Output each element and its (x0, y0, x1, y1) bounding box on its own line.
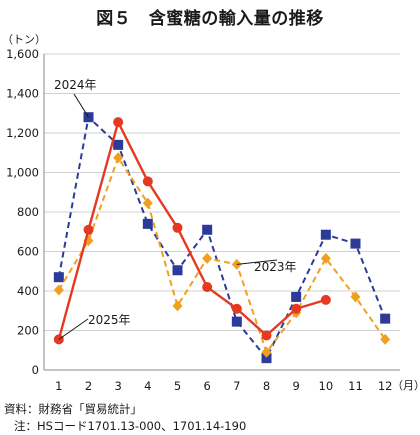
series-line-2024 (57, 115, 387, 361)
data-point-circle (261, 330, 272, 341)
annotation-label-2023: 2023年 (254, 260, 297, 274)
data-point-diamond (113, 152, 124, 164)
x-tick-label: 9 (293, 379, 300, 393)
data-point-square (53, 272, 64, 283)
y-axis-tick-labels: 0 200 400 600 800 1,000 1,200 1,400 1,600 (6, 47, 39, 377)
data-point-square (320, 229, 331, 240)
y-tick-label: 200 (17, 324, 39, 338)
x-tick-label: 11 (348, 379, 363, 393)
annotation-leader-line (236, 259, 278, 265)
annotation-label-2025: 2025年 (88, 313, 131, 327)
data-point-diamond (261, 346, 272, 358)
x-tick-label: 3 (115, 379, 122, 393)
data-point-diamond (53, 284, 64, 296)
y-tick-label: 800 (17, 205, 39, 219)
data-point-diamond (202, 252, 213, 264)
data-point-circle (291, 303, 302, 314)
x-tick-label: 6 (204, 379, 211, 393)
hs-code-note: 注：HSコード1701.13-000、1701.14-190 (14, 419, 247, 433)
data-point-circle (113, 117, 124, 128)
x-tick-label: 5 (174, 379, 181, 393)
data-point-square (202, 224, 213, 235)
series-line-2023 (57, 155, 386, 355)
x-axis-tick-labels: 1 2 3 4 5 6 7 8 9 10 11 12 (55, 379, 392, 393)
data-point-square (231, 316, 242, 327)
data-point-circle (231, 303, 242, 314)
source-note: 資料：財務省「貿易統計」 (4, 402, 142, 416)
annotation-leader-line (73, 93, 89, 118)
y-tick-label: 1,200 (6, 126, 39, 140)
data-point-square (291, 291, 302, 302)
data-point-diamond (172, 300, 183, 312)
y-axis-unit-label: （トン） (2, 33, 46, 46)
series-line-2025 (57, 118, 327, 340)
x-tick-label: 4 (144, 379, 151, 393)
data-point-square (261, 353, 272, 364)
x-axis-unit-label: （月） (392, 379, 420, 392)
chart-title: 図５ 含蜜糖の輸入量の推移 (96, 9, 324, 29)
data-point-square (350, 238, 361, 249)
x-tick-label: 2 (85, 379, 92, 393)
annotation-label-2024: 2024年 (54, 78, 97, 92)
data-point-square (113, 139, 124, 150)
x-tick-label: 10 (319, 379, 334, 393)
annotation-leader-line (58, 318, 89, 340)
annotations: 2024年 2023年 2025年 (54, 78, 297, 340)
data-point-diamond (380, 333, 391, 345)
y-tick-label: 600 (17, 245, 39, 259)
data-point-circle (83, 224, 94, 235)
x-tick-label: 8 (263, 379, 270, 393)
data-point-circle (202, 282, 213, 293)
axes (43, 54, 400, 371)
data-point-square (380, 313, 391, 324)
y-tick-label: 1,400 (6, 87, 39, 101)
y-tick-label: 400 (17, 284, 39, 298)
data-point-square (142, 218, 153, 229)
data-point-circle (320, 294, 331, 305)
x-tick-label: 12 (378, 379, 393, 393)
data-point-diamond (142, 197, 153, 209)
grid-lines (44, 53, 400, 331)
data-point-circle (172, 222, 183, 233)
x-tick-label: 7 (233, 379, 240, 393)
x-tick-label: 1 (55, 379, 62, 393)
y-tick-label: 0 (32, 363, 39, 377)
y-tick-label: 1,000 (6, 166, 39, 180)
data-point-diamond (350, 291, 361, 303)
data-point-circle (142, 176, 153, 187)
series-2025 (53, 117, 331, 345)
y-tick-label: 1,600 (6, 47, 39, 61)
data-point-diamond (320, 252, 331, 264)
data-point-square (172, 265, 183, 276)
